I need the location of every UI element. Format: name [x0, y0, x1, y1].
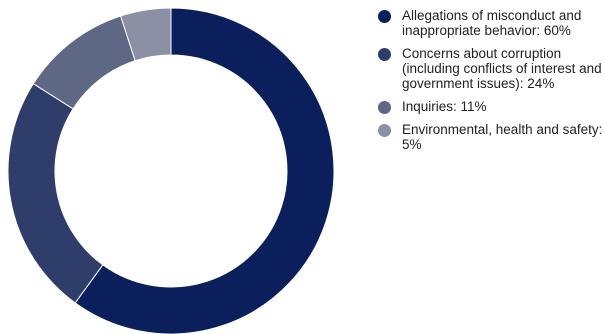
- legend: Allegations of misconduct and inappropri…: [378, 8, 603, 160]
- legend-swatch-inquiries: [378, 101, 391, 114]
- donut-slice-corruption: [7, 82, 104, 304]
- donut-chart: [7, 7, 335, 334]
- legend-label-inquiries: Inquiries: 11%: [402, 99, 487, 114]
- legend-item-misconduct: Allegations of misconduct and inappropri…: [378, 8, 603, 38]
- legend-item-ehs: Environmental, health and safety: 5%: [378, 122, 603, 152]
- legend-label-corruption: Concerns about corruption (including con…: [402, 46, 602, 91]
- legend-swatch-corruption: [378, 48, 391, 61]
- legend-item-corruption: Concerns about corruption (including con…: [378, 46, 603, 91]
- legend-label-misconduct: Allegations of misconduct and inappropri…: [402, 8, 582, 38]
- legend-label-ehs: Environmental, health and safety: 5%: [402, 122, 603, 152]
- donut-slice-misconduct: [74, 7, 335, 334]
- legend-swatch-misconduct: [378, 10, 391, 23]
- legend-item-inquiries: Inquiries: 11%: [378, 99, 603, 114]
- donut-slice-ehs: [119, 7, 172, 62]
- legend-swatch-ehs: [378, 124, 391, 137]
